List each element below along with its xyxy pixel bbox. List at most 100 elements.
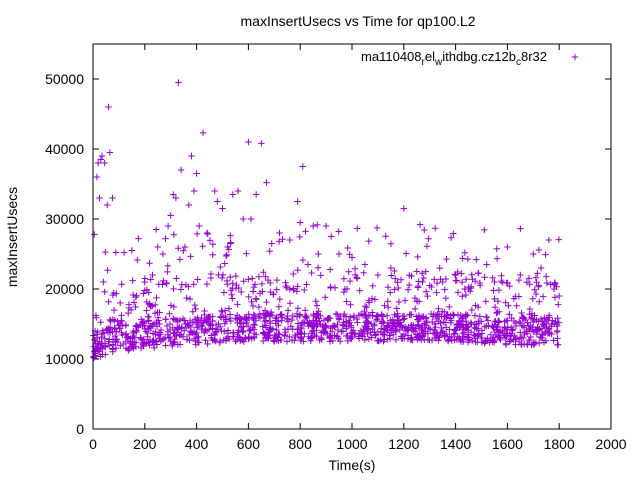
data-point xyxy=(248,335,255,342)
data-point xyxy=(220,328,228,335)
data-point xyxy=(227,232,234,239)
data-point xyxy=(219,308,226,316)
data-point xyxy=(512,293,519,300)
data-point xyxy=(374,315,381,323)
data-point xyxy=(275,303,283,310)
data-point xyxy=(382,233,389,240)
data-point xyxy=(393,327,400,334)
data-point xyxy=(203,280,211,288)
data-point xyxy=(273,286,280,293)
data-point xyxy=(225,305,233,312)
data-point xyxy=(276,295,284,303)
data-point xyxy=(523,279,531,286)
data-point xyxy=(170,315,177,323)
data-point xyxy=(391,267,398,275)
y-tick-label: 50000 xyxy=(45,71,84,87)
data-point xyxy=(283,284,290,292)
data-point xyxy=(499,327,506,335)
data-point xyxy=(318,329,325,336)
data-point xyxy=(248,314,256,322)
data-point xyxy=(472,338,479,346)
plot-frame xyxy=(92,43,612,430)
data-point xyxy=(118,281,125,288)
legend-label-subscript: r xyxy=(422,57,426,68)
data-point xyxy=(380,325,388,332)
data-point xyxy=(380,319,387,326)
data-point xyxy=(222,318,230,325)
data-point xyxy=(491,304,499,311)
data-point xyxy=(518,341,525,349)
data-point xyxy=(532,274,540,281)
data-point xyxy=(468,306,476,314)
data-point xyxy=(350,327,357,334)
data-point xyxy=(106,149,114,156)
data-point xyxy=(363,304,370,311)
data-point xyxy=(554,314,561,322)
data-point xyxy=(305,320,312,327)
data-point xyxy=(298,325,305,332)
data-point xyxy=(374,271,382,279)
data-point xyxy=(195,316,202,324)
data-point xyxy=(91,336,98,343)
data-point xyxy=(481,226,488,234)
x-axis-ticks: 0 200 400 600 800 1000 1200 1400 1600 1800 2000 xyxy=(89,44,627,452)
data-point xyxy=(365,335,373,343)
data-point xyxy=(328,233,335,240)
data-point xyxy=(550,285,558,293)
data-point xyxy=(229,191,237,198)
data-point xyxy=(303,314,310,322)
data-point xyxy=(421,336,428,343)
data-point xyxy=(314,221,321,229)
data-point xyxy=(207,321,214,328)
data-point xyxy=(555,301,562,308)
data-point xyxy=(517,225,524,232)
data-point xyxy=(435,305,442,312)
data-point xyxy=(409,336,416,344)
data-point xyxy=(253,296,260,303)
data-point xyxy=(530,318,537,326)
data-point xyxy=(177,286,185,293)
data-point xyxy=(302,307,309,314)
data-point xyxy=(192,305,199,313)
data-point xyxy=(384,298,392,305)
data-point xyxy=(532,290,540,298)
data-point xyxy=(167,212,174,219)
data-point xyxy=(436,264,443,272)
data-point xyxy=(279,235,286,243)
data-point xyxy=(313,302,321,309)
data-point xyxy=(337,312,344,320)
data-point xyxy=(138,316,145,323)
data-point xyxy=(166,310,173,317)
data-point xyxy=(201,329,208,336)
data-point xyxy=(454,289,462,296)
data-point xyxy=(153,226,160,233)
data-point xyxy=(266,328,274,335)
data-point xyxy=(185,201,193,209)
y-tick-label: 0 xyxy=(76,421,84,437)
x-tick-label: 600 xyxy=(237,436,261,452)
data-point xyxy=(248,298,255,305)
data-point xyxy=(162,315,169,323)
data-point xyxy=(232,272,240,280)
data-point xyxy=(125,309,132,317)
data-point xyxy=(291,337,298,344)
data-point xyxy=(294,266,301,274)
data-point xyxy=(157,337,164,345)
x-tick-label: 1200 xyxy=(388,436,419,452)
data-point xyxy=(478,330,486,337)
data-point xyxy=(520,334,527,342)
data-point xyxy=(545,236,553,244)
data-point xyxy=(217,263,224,271)
y-tick-label: 10000 xyxy=(45,351,84,367)
data-point xyxy=(203,318,210,325)
data-point xyxy=(193,170,200,177)
data-point xyxy=(339,322,346,329)
data-point xyxy=(533,326,540,334)
data-point xyxy=(351,265,359,272)
data-point xyxy=(365,299,373,306)
data-point xyxy=(387,289,394,296)
data-point xyxy=(541,322,548,330)
data-point xyxy=(141,275,148,282)
data-point xyxy=(139,340,146,347)
data-point xyxy=(189,319,196,326)
